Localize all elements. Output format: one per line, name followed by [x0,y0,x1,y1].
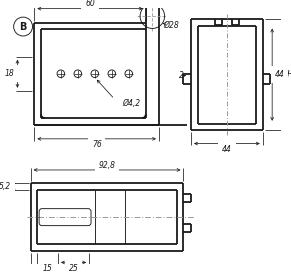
Text: 44: 44 [275,70,285,79]
Text: 44: 44 [222,145,232,154]
Text: 76: 76 [92,140,102,149]
Text: B: B [19,21,27,32]
Text: H: H [287,70,291,79]
Text: 25: 25 [69,264,79,272]
Text: 60: 60 [85,0,95,8]
Text: Ø28: Ø28 [164,21,180,30]
Text: 18: 18 [5,69,15,78]
Text: 2: 2 [179,71,184,80]
Text: Ø4,2: Ø4,2 [122,100,140,109]
Text: 15: 15 [43,264,52,272]
Text: 92,8: 92,8 [99,161,116,170]
Text: 5,2: 5,2 [0,181,11,190]
